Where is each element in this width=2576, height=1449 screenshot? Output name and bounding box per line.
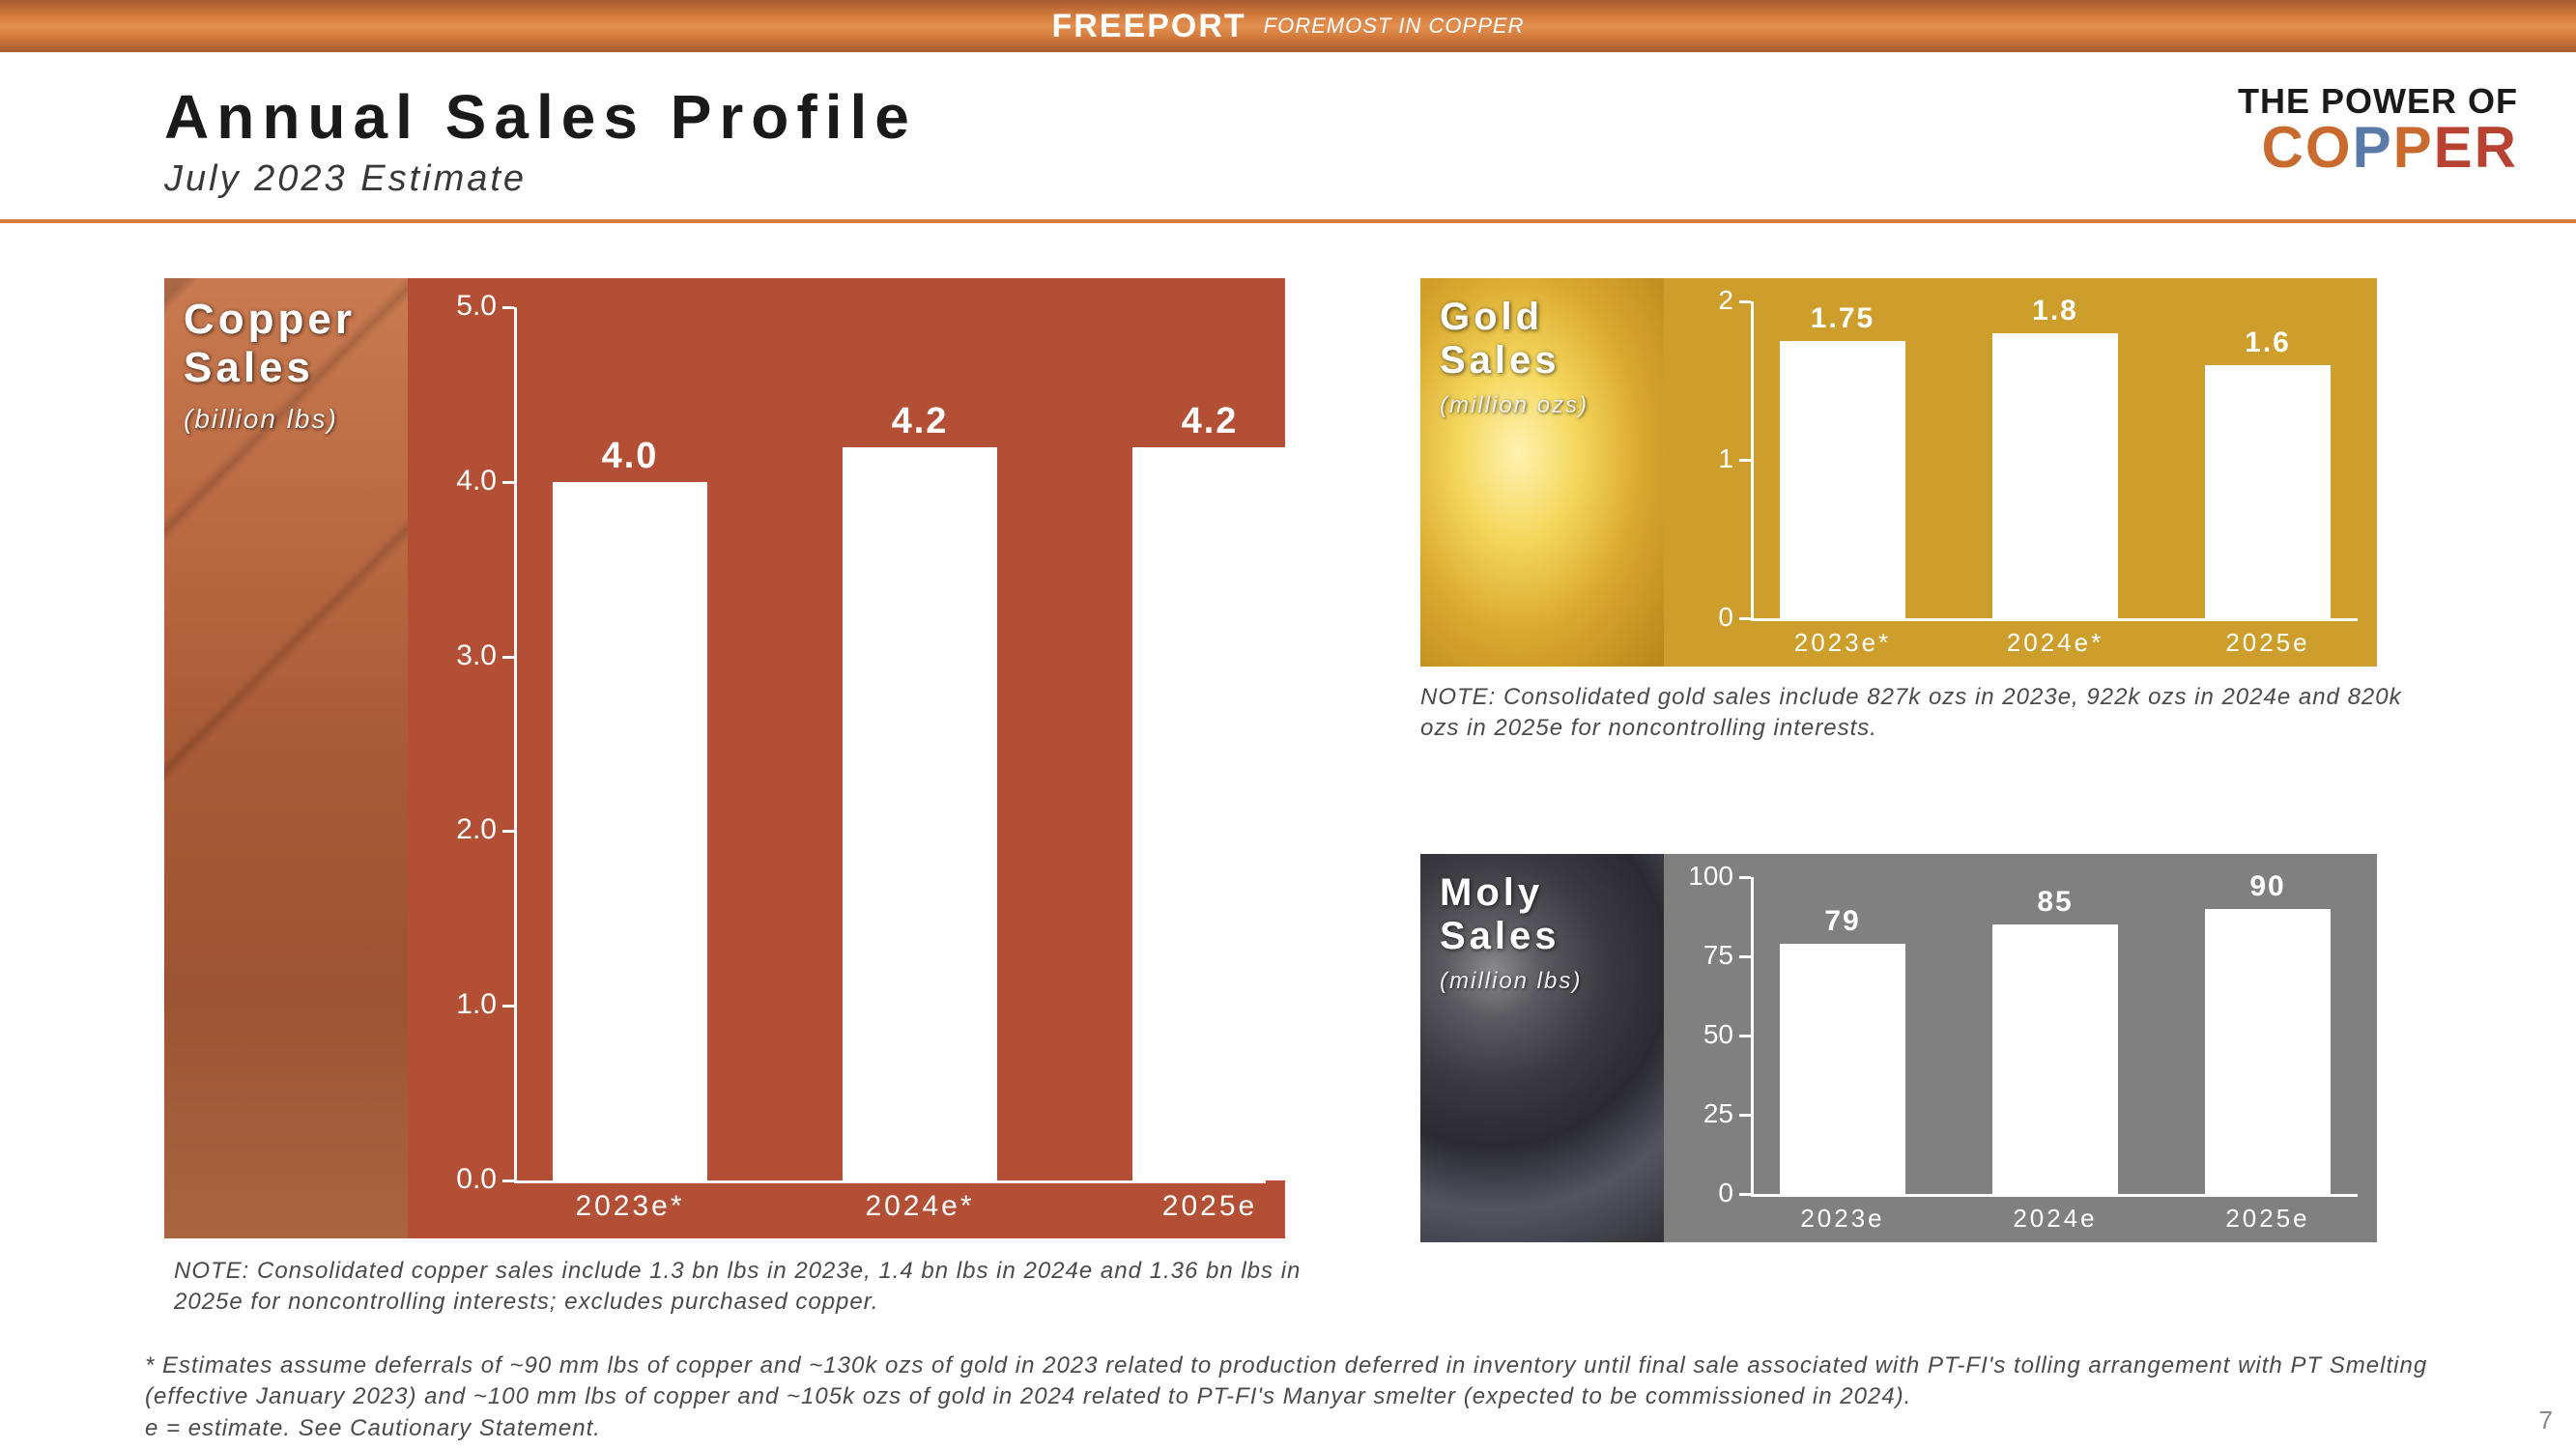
bar: [553, 482, 707, 1180]
content-area: CopperSales (billion lbs) 0.0 1.0 2.0 3.0 4.…: [0, 278, 2576, 1449]
bar-value-label: 90: [2176, 870, 2360, 903]
bar-value-label: 4.0: [524, 436, 736, 477]
bar-value-label: 1.8: [1963, 295, 2147, 327]
copper-unit: (billion lbs): [184, 404, 338, 435]
bar-value-label: 1.6: [2176, 327, 2360, 359]
y-tick-label: 0.0: [456, 1163, 497, 1196]
y-tick-label: 25: [1703, 1098, 1733, 1129]
copper-image: CopperSales (billion lbs): [164, 278, 408, 1238]
bar: [843, 447, 997, 1180]
bar: [1992, 924, 2118, 1194]
y-tick-label: 0: [1718, 602, 1733, 633]
top-banner: FREEPORT FOREMOST IN COPPER: [0, 0, 2576, 52]
category-label: 2025e: [2166, 628, 2369, 658]
bar-value-label: 4.2: [1103, 401, 1316, 442]
gold-note: NOTE: Consolidated gold sales include 82…: [1420, 682, 2406, 745]
category-label: 2023e*: [514, 1190, 746, 1223]
copper-panel: CopperSales (billion lbs) 0.0 1.0 2.0 3.0 4.…: [164, 278, 1285, 1238]
y-tick-label: 1: [1718, 443, 1733, 474]
moly-unit: (million lbs): [1440, 968, 1582, 995]
brand-name: FREEPORT: [1052, 8, 1246, 45]
category-label: 2025e: [1094, 1190, 1326, 1223]
gold-image: GoldSales (million ozs): [1420, 278, 1664, 667]
page-title: Annual Sales Profile: [164, 81, 2576, 153]
y-tick-label: 4.0: [456, 465, 497, 497]
gold-title: GoldSales: [1440, 296, 1560, 383]
page-header: Annual Sales Profile July 2023 Estimate …: [0, 52, 2576, 223]
y-tick-label: 75: [1703, 940, 1733, 971]
page-number: 7: [2539, 1406, 2553, 1435]
gold-panel: GoldSales (million ozs) 0 1 2 1.75 2023e* 1.8…: [1420, 278, 2377, 667]
category-label: 2024e*: [1954, 628, 2157, 658]
bar: [2205, 365, 2331, 618]
category-label: 2024e: [1954, 1204, 2157, 1234]
category-label: 2023e*: [1741, 628, 1944, 658]
brand-tagline: FOREMOST IN COPPER: [1264, 14, 1525, 39]
y-tick-label: 1.0: [456, 988, 497, 1021]
bar: [1780, 341, 1905, 618]
bar: [1992, 333, 2118, 618]
y-tick-label: 50: [1703, 1019, 1733, 1050]
copper-note: NOTE: Consolidated copper sales include …: [174, 1256, 1304, 1319]
page-subtitle: July 2023 Estimate: [164, 158, 2576, 200]
moly-title: MolySales: [1440, 871, 1560, 958]
bar-value-label: 4.2: [814, 401, 1026, 442]
y-tick-label: 3.0: [456, 639, 497, 672]
y-tick-label: 2: [1718, 285, 1733, 316]
footnote: * Estimates assume deferrals of ~90 mm l…: [145, 1350, 2464, 1444]
moly-panel: MolySales (million lbs) 0 25 50 75 100 79 2023…: [1420, 854, 2377, 1242]
copper-chart: 0.01.02.03.04.05.04.02023e*4.22024e*4.22…: [408, 278, 1285, 1238]
y-tick-label: 100: [1688, 861, 1733, 892]
bar: [1780, 944, 1905, 1194]
category-label: 2024e*: [804, 1190, 1036, 1223]
moly-image: MolySales (million lbs): [1420, 854, 1664, 1242]
moly-chart: 0 25 50 75 100 79 2023e 85 2024e 90 2025e: [1664, 854, 2377, 1242]
bar-value-label: 79: [1751, 905, 1934, 938]
bar-value-label: 1.75: [1751, 302, 1934, 335]
power-of-copper-logo: THE POWER OF COPPER: [2238, 81, 2518, 174]
y-tick-label: 2.0: [456, 813, 497, 846]
bar: [2205, 909, 2331, 1194]
gold-chart: 0 1 2 1.75 2023e* 1.8 2024e* 1.6 2025e: [1664, 278, 2377, 667]
y-tick-label: 0: [1718, 1178, 1733, 1208]
gold-unit: (million ozs): [1440, 392, 1589, 419]
copper-title: CopperSales: [184, 296, 356, 392]
bar: [1132, 447, 1287, 1180]
category-label: 2023e: [1741, 1204, 1944, 1234]
bar-value-label: 85: [1963, 886, 2147, 919]
category-label: 2025e: [2166, 1204, 2369, 1234]
logo-line2: COPPER: [2238, 122, 2518, 174]
y-tick-label: 5.0: [456, 290, 497, 323]
